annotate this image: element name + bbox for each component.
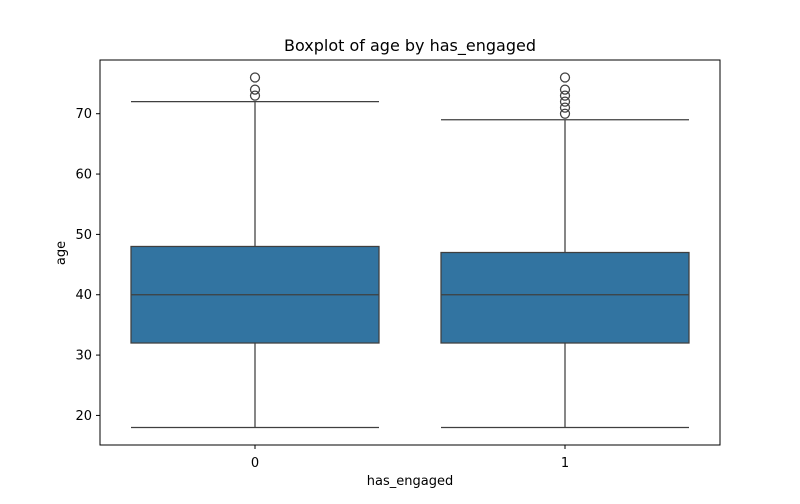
y-tick-label: 20 xyxy=(75,409,92,424)
x-axis-label: has_engaged xyxy=(367,474,453,489)
outlier-point xyxy=(559,84,571,95)
outlier-point xyxy=(249,90,261,101)
outlier-point xyxy=(559,96,571,107)
plot-frame xyxy=(99,59,721,446)
outlier-point xyxy=(559,72,571,83)
y-tick-label: 60 xyxy=(75,168,92,183)
outlier-point xyxy=(249,72,261,83)
y-tick-label: 40 xyxy=(75,288,92,303)
outlier-point xyxy=(249,84,261,95)
y-tick-label: 70 xyxy=(75,107,92,122)
outlier-point xyxy=(559,108,571,119)
box-iqr xyxy=(440,251,690,344)
y-tick-label: 30 xyxy=(75,349,92,364)
y-tick-label: 50 xyxy=(75,228,92,243)
plot-area: 20 30 40 50 60 70 0 1 xyxy=(75,59,721,471)
outlier-point xyxy=(559,102,571,113)
chart-title: Boxplot of age by has_engaged xyxy=(284,36,536,56)
y-axis-label: age xyxy=(54,241,69,265)
x-tick-label: 0 xyxy=(251,456,259,471)
outlier-point xyxy=(559,90,571,101)
x-tick-label: 1 xyxy=(561,456,569,471)
